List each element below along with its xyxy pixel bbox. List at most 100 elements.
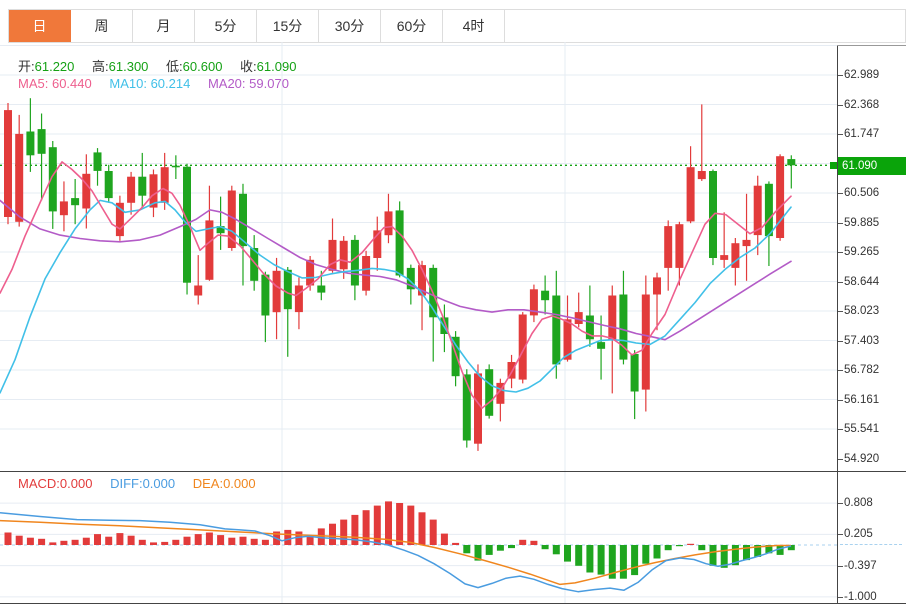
macd-bar-49[interactable] (552, 545, 560, 555)
tab-period-1[interactable]: 周 (71, 10, 133, 42)
candle-65[interactable] (731, 243, 740, 268)
macd-bar-21[interactable] (239, 536, 247, 545)
candle-42[interactable] (474, 373, 482, 444)
candle-35[interactable] (395, 210, 404, 276)
macd-bar-39[interactable] (440, 533, 448, 545)
macd-bar-69[interactable] (776, 545, 784, 555)
candle-8[interactable] (93, 152, 102, 171)
macd-bar-5[interactable] (60, 540, 68, 545)
tab-period-6[interactable]: 60分 (381, 10, 443, 42)
candle-58[interactable] (653, 277, 661, 295)
macd-bar-42[interactable] (474, 545, 482, 561)
macd-bar-61[interactable] (687, 543, 695, 545)
candle-70[interactable] (787, 159, 796, 166)
candle-3[interactable] (37, 129, 46, 154)
macd-bar-7[interactable] (82, 537, 90, 545)
macd-bar-17[interactable] (194, 534, 202, 545)
candle-31[interactable] (350, 239, 359, 286)
candle-68[interactable] (764, 183, 773, 237)
candle-6[interactable] (71, 198, 80, 206)
macd-bar-28[interactable] (317, 528, 325, 545)
candle-33[interactable] (373, 230, 382, 258)
macd-bar-16[interactable] (183, 536, 191, 545)
macd-bar-43[interactable] (485, 545, 493, 555)
macd-bar-51[interactable] (575, 545, 583, 566)
macd-bar-33[interactable] (373, 505, 381, 545)
candle-49[interactable] (552, 295, 561, 365)
macd-bar-27[interactable] (306, 535, 314, 545)
candle-27[interactable] (306, 259, 315, 286)
macd-bar-30[interactable] (340, 519, 348, 545)
macd-bar-55[interactable] (619, 545, 627, 579)
candle-44[interactable] (496, 382, 505, 404)
macd-bar-31[interactable] (351, 514, 359, 545)
macd-bar-47[interactable] (530, 540, 538, 545)
tab-period-7[interactable]: 4时 (443, 10, 505, 42)
candle-21[interactable] (239, 193, 247, 247)
candle-45[interactable] (507, 362, 516, 379)
macd-bar-12[interactable] (138, 539, 146, 545)
candle-53[interactable] (597, 342, 606, 349)
macd-bar-66[interactable] (743, 545, 750, 561)
macd-chart[interactable] (0, 472, 838, 604)
candle-40[interactable] (451, 336, 460, 377)
macd-bar-35[interactable] (396, 503, 404, 545)
macd-bar-1[interactable] (15, 535, 23, 545)
macd-bar-22[interactable] (250, 538, 258, 545)
candle-67[interactable] (753, 185, 762, 236)
candle-12[interactable] (138, 176, 147, 196)
macd-bar-41[interactable] (463, 545, 471, 554)
macd-bar-64[interactable] (720, 545, 728, 568)
candlestick-chart[interactable] (0, 42, 838, 472)
candle-13[interactable] (149, 174, 158, 208)
macd-bar-56[interactable] (631, 545, 639, 576)
candle-23[interactable] (261, 274, 270, 316)
candle-10[interactable] (115, 202, 124, 237)
candle-59[interactable] (664, 226, 673, 268)
macd-bar-18[interactable] (205, 532, 213, 546)
candle-46[interactable] (518, 314, 527, 380)
macd-bar-60[interactable] (675, 545, 683, 547)
macd-bar-65[interactable] (731, 545, 739, 566)
candle-57[interactable] (641, 294, 650, 390)
candle-64[interactable] (720, 255, 729, 260)
candle-69[interactable] (776, 156, 785, 238)
candle-48[interactable] (541, 290, 550, 301)
macd-bar-36[interactable] (407, 505, 415, 545)
candle-51[interactable] (574, 312, 583, 324)
candle-5[interactable] (59, 201, 68, 216)
macd-bar-34[interactable] (385, 501, 392, 545)
macd-bar-57[interactable] (642, 545, 650, 564)
candle-60[interactable] (675, 224, 684, 268)
macd-bar-0[interactable] (4, 532, 12, 546)
macd-bar-9[interactable] (105, 536, 113, 545)
macd-bar-19[interactable] (217, 535, 225, 545)
macd-bar-70[interactable] (787, 545, 795, 551)
candle-24[interactable] (272, 270, 281, 313)
candle-30[interactable] (339, 240, 348, 270)
macd-bar-59[interactable] (664, 545, 672, 551)
macd-bar-46[interactable] (519, 539, 527, 545)
tab-period-0[interactable]: 日 (9, 10, 71, 42)
candle-37[interactable] (418, 265, 426, 296)
macd-bar-37[interactable] (418, 512, 426, 545)
candle-66[interactable] (742, 239, 751, 247)
macd-bar-68[interactable] (765, 545, 773, 554)
candle-16[interactable] (183, 166, 191, 283)
candle-1[interactable] (15, 133, 24, 222)
macd-bar-6[interactable] (71, 539, 79, 545)
macd-bar-15[interactable] (172, 539, 180, 545)
tab-period-3[interactable]: 5分 (195, 10, 257, 42)
candle-41[interactable] (462, 374, 471, 441)
candle-56[interactable] (630, 354, 639, 392)
candle-0[interactable] (4, 110, 12, 217)
candle-20[interactable] (227, 190, 236, 249)
macd-bar-14[interactable] (161, 541, 169, 545)
macd-bar-45[interactable] (508, 545, 515, 549)
macd-bar-58[interactable] (653, 545, 661, 559)
macd-bar-52[interactable] (586, 545, 594, 573)
macd-bar-2[interactable] (26, 537, 34, 545)
macd-bar-26[interactable] (295, 531, 303, 546)
candle-22[interactable] (250, 248, 259, 281)
candle-15[interactable] (171, 165, 180, 168)
